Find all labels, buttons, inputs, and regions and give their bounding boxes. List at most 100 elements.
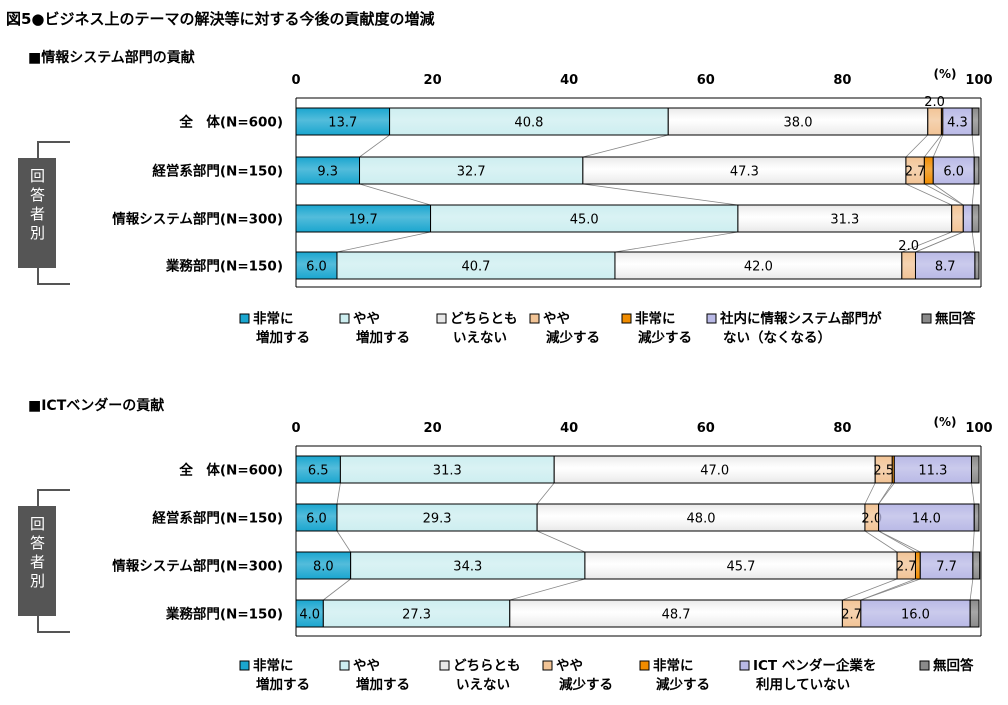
chart-title: ■ICTベンダーの貢献	[28, 397, 164, 414]
legend-label: やや	[556, 658, 583, 674]
bar-segment	[914, 551, 921, 580]
legend-label: どちらとも	[450, 311, 518, 327]
series-connector-line	[972, 530, 975, 553]
data-label: 40.7	[461, 260, 490, 275]
bar-segment	[295, 156, 361, 185]
series-connector-line	[864, 482, 876, 505]
legend-label: ない（なくなる）	[723, 330, 831, 346]
data-label: 38.0	[784, 116, 813, 131]
bar-segment	[509, 599, 843, 628]
data-label: 27.3	[402, 608, 431, 623]
series-connector-line	[971, 482, 975, 505]
x-tick-label: 80	[833, 73, 851, 88]
unit-label: (%)	[934, 67, 957, 81]
x-tick-label: 20	[424, 421, 442, 436]
legend-label: 社内に情報システム部門が	[719, 310, 882, 327]
legend-label: 減少する	[559, 676, 613, 693]
bar-segment	[878, 503, 975, 532]
series-connector-line	[905, 134, 929, 158]
bar-segment	[971, 107, 980, 136]
bar-segment	[969, 599, 980, 628]
legend-swatch	[919, 660, 930, 671]
series-connector-line	[971, 231, 976, 253]
bar-segment	[430, 204, 739, 233]
data-label: 19.7	[349, 213, 378, 228]
bar-segment	[336, 251, 616, 280]
bar-segment	[973, 156, 980, 185]
legend-label: やや	[543, 311, 570, 327]
data-label: 42.0	[744, 260, 773, 275]
series-connector-line	[614, 231, 738, 253]
bar-segment	[667, 107, 929, 136]
bar-segment	[972, 551, 981, 580]
series-connector-line	[582, 134, 669, 158]
chart-title: ■情報システム部門の貢献	[28, 49, 195, 66]
legend-swatch	[621, 313, 632, 324]
chart-it-department: ■情報システム部門の貢献 0 20 40 60 80 100 (%) 回答者別 全 体(N=600…	[18, 49, 993, 346]
bar-segment	[536, 503, 866, 532]
series-connector-line	[359, 183, 431, 206]
series-connector-line	[536, 530, 586, 553]
bar-segment	[359, 156, 584, 185]
x-tick-label: 100	[965, 421, 992, 436]
legend-swatch	[239, 660, 250, 671]
legend-swatch	[339, 313, 350, 324]
x-tick-label: 60	[697, 421, 715, 436]
data-label: 40.8	[514, 116, 543, 131]
legend-label: やや	[353, 658, 380, 674]
x-tick-label: 40	[560, 421, 578, 436]
data-label: 9.3	[317, 165, 338, 180]
legend-label: いえない	[453, 330, 507, 346]
bar-segment	[582, 156, 907, 185]
legend-label: 減少する	[638, 329, 692, 346]
legend-label: いえない	[456, 677, 510, 693]
series-connector-line	[878, 530, 921, 553]
category-label: 全 体(N=600)	[178, 462, 283, 479]
category-label: 全 体(N=600)	[178, 114, 283, 131]
data-label: 8.7	[935, 260, 956, 275]
bar-segment	[919, 551, 974, 580]
legend-label: ICT ベンダー企業を	[753, 657, 876, 674]
bar-segment	[971, 204, 980, 233]
series-connector-line	[924, 183, 964, 206]
x-tick-label: 0	[291, 73, 300, 88]
data-label: 7.7	[936, 560, 957, 575]
data-label: 2.7	[896, 560, 917, 575]
respondent-label: 回答者別	[28, 516, 46, 592]
data-label: 8.0	[313, 560, 334, 575]
series-connector-line	[536, 482, 555, 505]
series-connector-line	[336, 530, 351, 553]
bar-segment	[295, 251, 338, 280]
x-tick-label: 60	[697, 73, 715, 88]
legend-label: 増加する	[256, 676, 310, 693]
series-connector-line	[860, 578, 921, 601]
data-label: 6.5	[308, 464, 329, 479]
legend-label: 増加する	[256, 329, 310, 346]
legend-label: 非常に	[253, 657, 294, 674]
legend-label: 非常に	[635, 310, 676, 327]
series-connector-line	[901, 231, 952, 253]
bar-segment	[923, 156, 934, 185]
data-label: 45.0	[570, 213, 599, 228]
x-tick-label: 20	[424, 73, 442, 88]
legend-swatch	[339, 660, 350, 671]
data-label: 32.7	[457, 165, 486, 180]
unit-label: (%)	[934, 415, 957, 429]
data-label: 14.0	[912, 512, 941, 527]
data-label: 48.7	[662, 608, 691, 623]
series-connector-line	[864, 530, 898, 553]
bar-segment	[932, 156, 975, 185]
category-label: 経営系部門(N=150)	[152, 163, 283, 180]
legend-label: どちらとも	[453, 658, 521, 674]
bar-segment	[962, 204, 973, 233]
data-label: 29.3	[423, 512, 452, 527]
x-tick-label: 40	[560, 73, 578, 88]
bar-segment	[970, 455, 980, 484]
series-connector-line	[359, 134, 390, 158]
category-label: 情報システム部門(N=300)	[112, 211, 283, 228]
legend-swatch	[436, 313, 447, 324]
data-label: 2.0	[898, 239, 919, 254]
series-connector-line	[905, 183, 952, 206]
data-label: 48.0	[687, 512, 716, 527]
data-label: 6.0	[306, 260, 327, 275]
